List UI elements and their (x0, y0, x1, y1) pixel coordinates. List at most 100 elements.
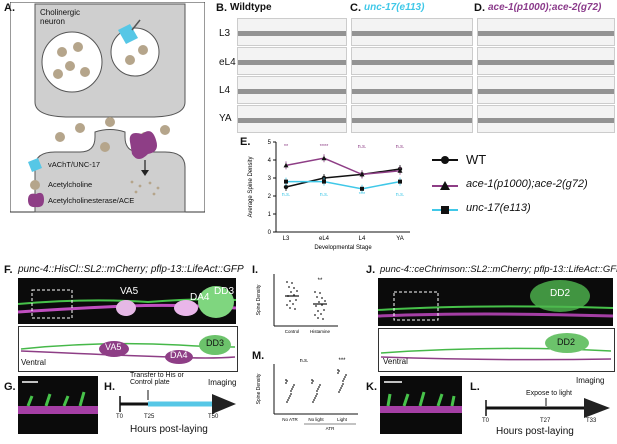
i-point (289, 307, 291, 309)
panel-label-m: M. (252, 350, 265, 362)
strip-ace-el4 (477, 47, 615, 75)
strip-unc17-ya (351, 105, 473, 133)
schematic-label-da4: DA4 (170, 350, 188, 360)
legend-acetylcholine-icon (30, 180, 40, 190)
legend-unc17-label: unc-17(e113) (466, 202, 531, 214)
panel-f-fluorescence (18, 286, 236, 319)
i-point (293, 287, 295, 289)
e-point-unc17 (322, 179, 326, 184)
m-point (338, 370, 340, 372)
panel-h-transfer-label: Transfer to His or Control plate (130, 372, 184, 386)
cell-label-dd2: DD2 (550, 288, 571, 299)
m-point (340, 387, 342, 389)
m-x-tick-label: Light (337, 417, 348, 422)
vacht-transporter (118, 24, 138, 44)
panel-label-c: C. (350, 2, 361, 14)
panel-j-schematic: DD2 Ventral (378, 328, 615, 372)
panel-j-image: DD2 (378, 278, 613, 326)
panel-h-t25: T25 (144, 414, 155, 420)
i-point (289, 300, 291, 302)
m-point (292, 386, 294, 388)
i-point (296, 290, 298, 292)
m-point (318, 386, 320, 388)
e-sig-bottom: *** (359, 192, 366, 198)
m-x-tick-label: No light (308, 417, 324, 422)
panel-label-e: E. (240, 136, 251, 148)
e-sig-bottom: n.s. (396, 192, 405, 198)
panel-b-title: Wildtype (230, 2, 272, 13)
row-label-l3: L3 (219, 28, 231, 39)
e-point-wt (283, 184, 289, 190)
m-point (290, 390, 292, 392)
panel-c-title: unc-17(e113) (364, 2, 425, 13)
i-point (317, 310, 319, 312)
e-point-unc17 (284, 179, 288, 184)
e-point-ace (359, 171, 365, 177)
e-point-unc17 (360, 186, 364, 191)
strip-ace-l3 (477, 18, 615, 46)
m-sig-ns: n.s. (300, 358, 309, 364)
legend-ace-label: ace-1(p1000);ace-2(g72) (466, 178, 588, 190)
panel-k-image (380, 376, 462, 434)
e-sig-top: ** (284, 144, 289, 150)
panel-h-xlabel: Hours post-laying (130, 424, 208, 435)
e-x-tick-label: L4 (359, 236, 366, 242)
i-point (286, 281, 288, 283)
panel-h-imaging-label: Imaging (208, 378, 237, 387)
schematic-j-ventral-label: Ventral (383, 357, 408, 366)
e-x-tick-label: eL4 (319, 236, 330, 242)
i-point (323, 309, 325, 311)
e-y-tick-label: 4 (268, 158, 272, 164)
e-series-line (285, 157, 401, 176)
m-point (312, 401, 314, 403)
i-point (320, 313, 322, 315)
m-point (345, 374, 347, 376)
e-series-line (286, 180, 401, 190)
m-x-tick-label: No ATR (282, 417, 298, 422)
panel-j-schematic-drawing (380, 333, 612, 361)
i-point (291, 282, 293, 284)
m-point (291, 388, 293, 390)
e-series-line (285, 168, 401, 188)
e-point-ace (397, 168, 403, 173)
panel-d-title: ace-1(p1000);ace-2(g72) (488, 2, 602, 13)
m-point (341, 385, 343, 387)
i-point (322, 318, 324, 320)
panel-j-fluorescence (378, 280, 613, 321)
m-point (315, 395, 317, 397)
panel-label-j: J. (366, 264, 376, 276)
e-sig-top: n.s. (396, 144, 405, 150)
i-point (295, 299, 297, 301)
m-point (285, 382, 287, 384)
panel-f-title: punc-4::HisCl::SL2::mCherry; pflp-13::Li… (18, 264, 244, 275)
panel-label-h: H. (104, 381, 115, 393)
i-y-axis-label: Spine Density (256, 284, 262, 315)
panel-f-schematic-drawing (20, 335, 236, 364)
e-x-tick-label: YA (396, 236, 404, 242)
row-label-el4: eL4 (219, 57, 236, 68)
panel-h-timeline (119, 390, 236, 414)
cell-label-dd3: DD3 (214, 286, 235, 297)
i-point (290, 291, 292, 293)
e-x-axis-label: Developmental Stage (314, 245, 372, 251)
schematic-label-dd3: DD3 (206, 338, 225, 348)
strip-ace-ya (477, 105, 615, 133)
schematic-ventral-label: Ventral (21, 358, 46, 367)
m-point (289, 395, 291, 397)
m-point (290, 393, 292, 395)
panel-i-chart: Spine Density Control Histamine ** (256, 274, 338, 334)
m-point (342, 380, 344, 382)
panel-l-expose-label: Expose to light (526, 390, 572, 397)
m-atr-label: ATR (326, 426, 335, 431)
m-point (337, 372, 339, 374)
i-point (292, 303, 294, 305)
strip-unc17-l4 (351, 76, 473, 104)
e-y-axis-label: Average Spine Density (248, 157, 254, 218)
m-point (339, 389, 341, 391)
panel-label-b: B. (216, 2, 227, 14)
panel-k-fluorescence (380, 381, 462, 413)
panel-j-title: punc-4::ceChrimson::SL2::mCherry; pflp-1… (380, 264, 617, 275)
panel-label-d: D. (474, 2, 485, 14)
m-point (316, 390, 318, 392)
